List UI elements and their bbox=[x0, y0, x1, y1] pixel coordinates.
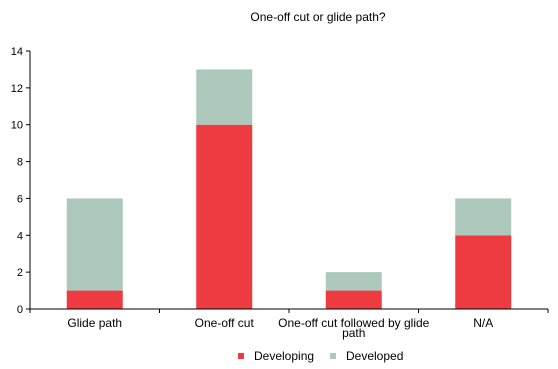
y-tick-label: 2 bbox=[17, 267, 23, 279]
y-tick-label: 14 bbox=[11, 46, 23, 58]
bar-developing-3 bbox=[325, 290, 382, 309]
y-tick-label: 10 bbox=[11, 120, 23, 132]
x-tick-label: One-off cut bbox=[195, 316, 255, 330]
x-tick-label: N/A bbox=[473, 316, 493, 330]
bar-developing-1 bbox=[66, 290, 123, 309]
y-tick-label: 8 bbox=[17, 157, 23, 169]
bar-developed-1 bbox=[66, 198, 123, 291]
legend-label-developed: Developed bbox=[346, 349, 403, 363]
bars bbox=[66, 69, 512, 309]
bar-developed-3 bbox=[325, 272, 382, 291]
bar-developed-2 bbox=[196, 69, 253, 125]
legend-label-developing: Developing bbox=[254, 349, 314, 363]
legend-swatch-developed bbox=[330, 353, 336, 359]
bar-developed-4 bbox=[455, 198, 512, 236]
bar-developing-4 bbox=[455, 235, 512, 309]
y-tick-label: 0 bbox=[17, 304, 23, 316]
bar-developing-2 bbox=[196, 124, 253, 309]
x-tick-label: One-off cut followed by glide path bbox=[278, 316, 430, 340]
y-axis: 0 2 4 6 8 10 12 14 bbox=[11, 46, 31, 316]
y-tick-label: 6 bbox=[17, 193, 23, 205]
legend-swatch-developing bbox=[238, 353, 244, 359]
y-tick-label: 12 bbox=[11, 83, 23, 95]
y-tick-label: 4 bbox=[17, 230, 23, 242]
chart-title: One-off cut or glide path? bbox=[250, 10, 386, 24]
x-axis: Glide path One-off cut One-off cut followe… bbox=[29, 308, 549, 340]
legend: Developing Developed bbox=[238, 349, 403, 363]
x-tick-label: Glide path bbox=[67, 316, 122, 330]
